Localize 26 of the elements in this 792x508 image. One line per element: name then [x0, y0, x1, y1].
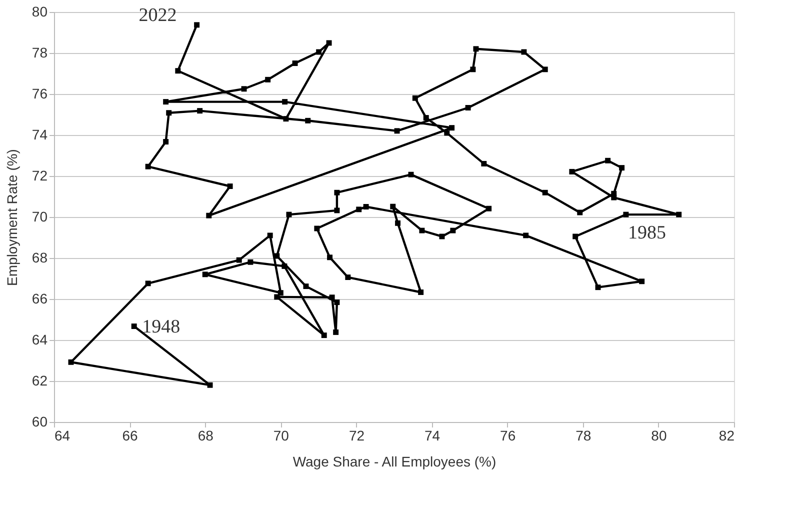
y-tick-label: 80: [32, 4, 48, 20]
x-tick-label: 74: [424, 428, 440, 444]
x-tick-label: 64: [54, 428, 70, 444]
y-tick-label: 70: [32, 208, 48, 224]
annotation: 2022: [138, 4, 177, 26]
x-tick-label: 66: [122, 428, 138, 444]
y-tick-label: 64: [32, 332, 48, 348]
x-tick-label: 70: [273, 428, 290, 444]
y-tick-label: 76: [32, 86, 48, 102]
x-tick-label: 68: [198, 428, 214, 444]
x-tick-label: 72: [348, 428, 365, 444]
x-tick-label: 78: [576, 428, 592, 444]
annotation: 1985: [628, 222, 666, 244]
y-tick-label: 68: [32, 250, 48, 266]
y-tick-label: 72: [32, 168, 48, 184]
x-tick-label: 76: [500, 428, 516, 444]
y-tick-label: 74: [32, 126, 48, 142]
x-tick-label: 80: [651, 428, 667, 444]
y-tick-label: 78: [32, 44, 48, 60]
y-axis-title: Employment Rate (%): [4, 149, 20, 286]
x-tick-label: 82: [718, 428, 735, 444]
y-tick-label: 62: [32, 372, 48, 388]
y-tick-label: 66: [32, 290, 48, 306]
x-axis-title: Wage Share - All Employees (%): [292, 454, 496, 470]
annotation: 1948: [142, 316, 180, 338]
y-tick-label: 60: [32, 414, 48, 430]
